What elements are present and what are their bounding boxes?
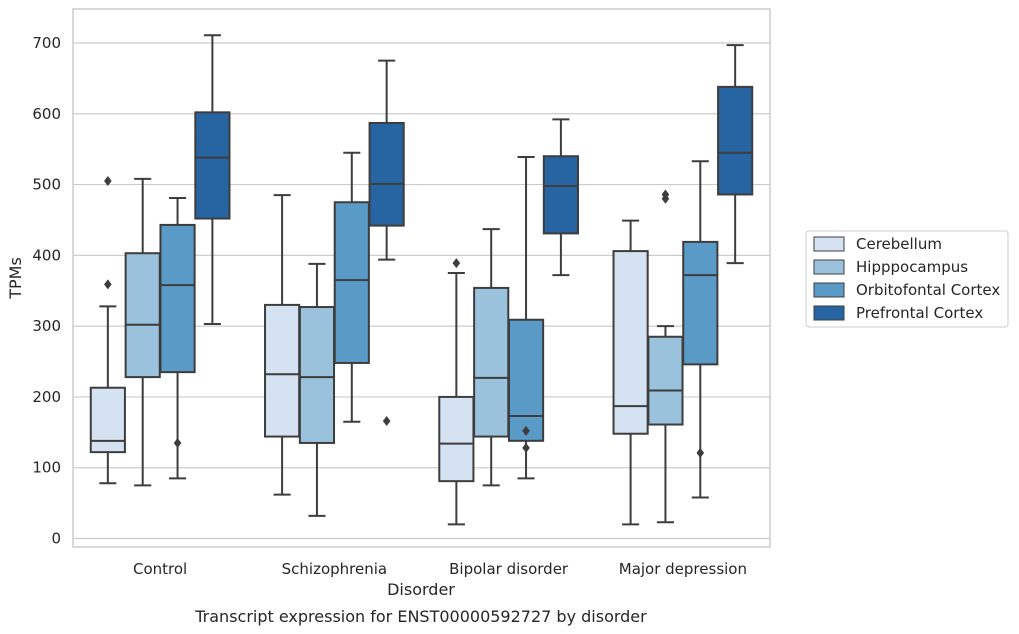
legend-label: Cerebellum: [856, 235, 942, 253]
y-tick-label: 400: [32, 246, 61, 264]
box-rect: [159, 223, 196, 374]
box-rect: [473, 286, 510, 438]
legend-frame: [805, 230, 1009, 328]
box-item: [647, 189, 684, 524]
y-tick-label: 500: [32, 176, 61, 194]
box-item: [159, 197, 196, 480]
box-item: [682, 160, 719, 499]
legend-label: Hipppocampus: [856, 258, 968, 276]
box-item: [438, 258, 475, 526]
outlier-marker: [522, 442, 530, 453]
outlier-marker: [104, 176, 112, 187]
y-tick-label: 700: [32, 34, 61, 52]
box-rect: [264, 303, 301, 438]
y-tick-label: 600: [32, 105, 61, 123]
outlier-marker: [522, 425, 530, 436]
box-item: [542, 118, 579, 277]
chart-caption: Transcript expression for ENST0000059272…: [194, 607, 647, 626]
box-item: [612, 219, 649, 526]
legend-label: Orbitofontal Cortex: [856, 281, 1000, 299]
x-tick-label: Control: [133, 560, 187, 578]
box-rect: [612, 250, 649, 435]
x-tick-label: Bipolar disorder: [449, 560, 569, 578]
box-rect: [89, 386, 126, 454]
box-item: [507, 155, 545, 480]
box-item: [298, 262, 336, 517]
plot-area-frame: [72, 8, 771, 548]
outlier-marker: [173, 437, 182, 448]
legend-swatch: [813, 282, 845, 298]
legend: Cerebellum Hipppocampus Orbitofontal Corte…: [805, 230, 1009, 328]
outlier-marker: [696, 447, 705, 458]
box-rect: [194, 111, 231, 220]
box-group: [89, 34, 754, 526]
box-rect: [333, 201, 370, 364]
box-item: [264, 194, 301, 496]
box-item: [194, 34, 231, 326]
y-axis-ticks: 0 100 200 300 400 500 600 700: [32, 34, 61, 548]
y-tick-label: 200: [32, 388, 61, 406]
y-tick-label: 0: [51, 530, 61, 548]
box-item: [368, 59, 405, 426]
box-rect: [298, 306, 336, 444]
box-item: [473, 228, 510, 487]
outlier-marker: [452, 258, 461, 269]
outlier-marker: [661, 189, 670, 200]
legend-swatch: [813, 236, 845, 252]
box-item: [333, 151, 370, 423]
x-axis-label: Disorder: [387, 580, 455, 599]
legend-swatch: [813, 305, 845, 321]
y-axis-label: TPMs: [6, 257, 25, 300]
box-rect: [438, 395, 475, 483]
box-item: [717, 44, 754, 265]
box-item: [89, 176, 126, 485]
box-rect: [717, 85, 754, 196]
outlier-marker: [382, 415, 391, 426]
box-rect: [682, 240, 719, 366]
box-rect: [647, 335, 684, 426]
y-tick-label: 300: [32, 317, 61, 335]
outlier-marker: [104, 279, 112, 290]
x-axis-ticks: Control Schizophrenia Bipolar disorder Majo…: [133, 560, 747, 578]
box-rect: [124, 252, 161, 379]
legend-label: Prefrontal Cortex: [856, 304, 983, 322]
box-rect: [542, 155, 579, 235]
box-rect: [368, 121, 405, 227]
box-rect: [507, 318, 545, 442]
y-tick-label: 100: [32, 459, 61, 477]
x-tick-label: Major depression: [619, 560, 747, 578]
x-tick-label: Schizophrenia: [282, 560, 387, 578]
legend-swatch: [813, 259, 845, 275]
